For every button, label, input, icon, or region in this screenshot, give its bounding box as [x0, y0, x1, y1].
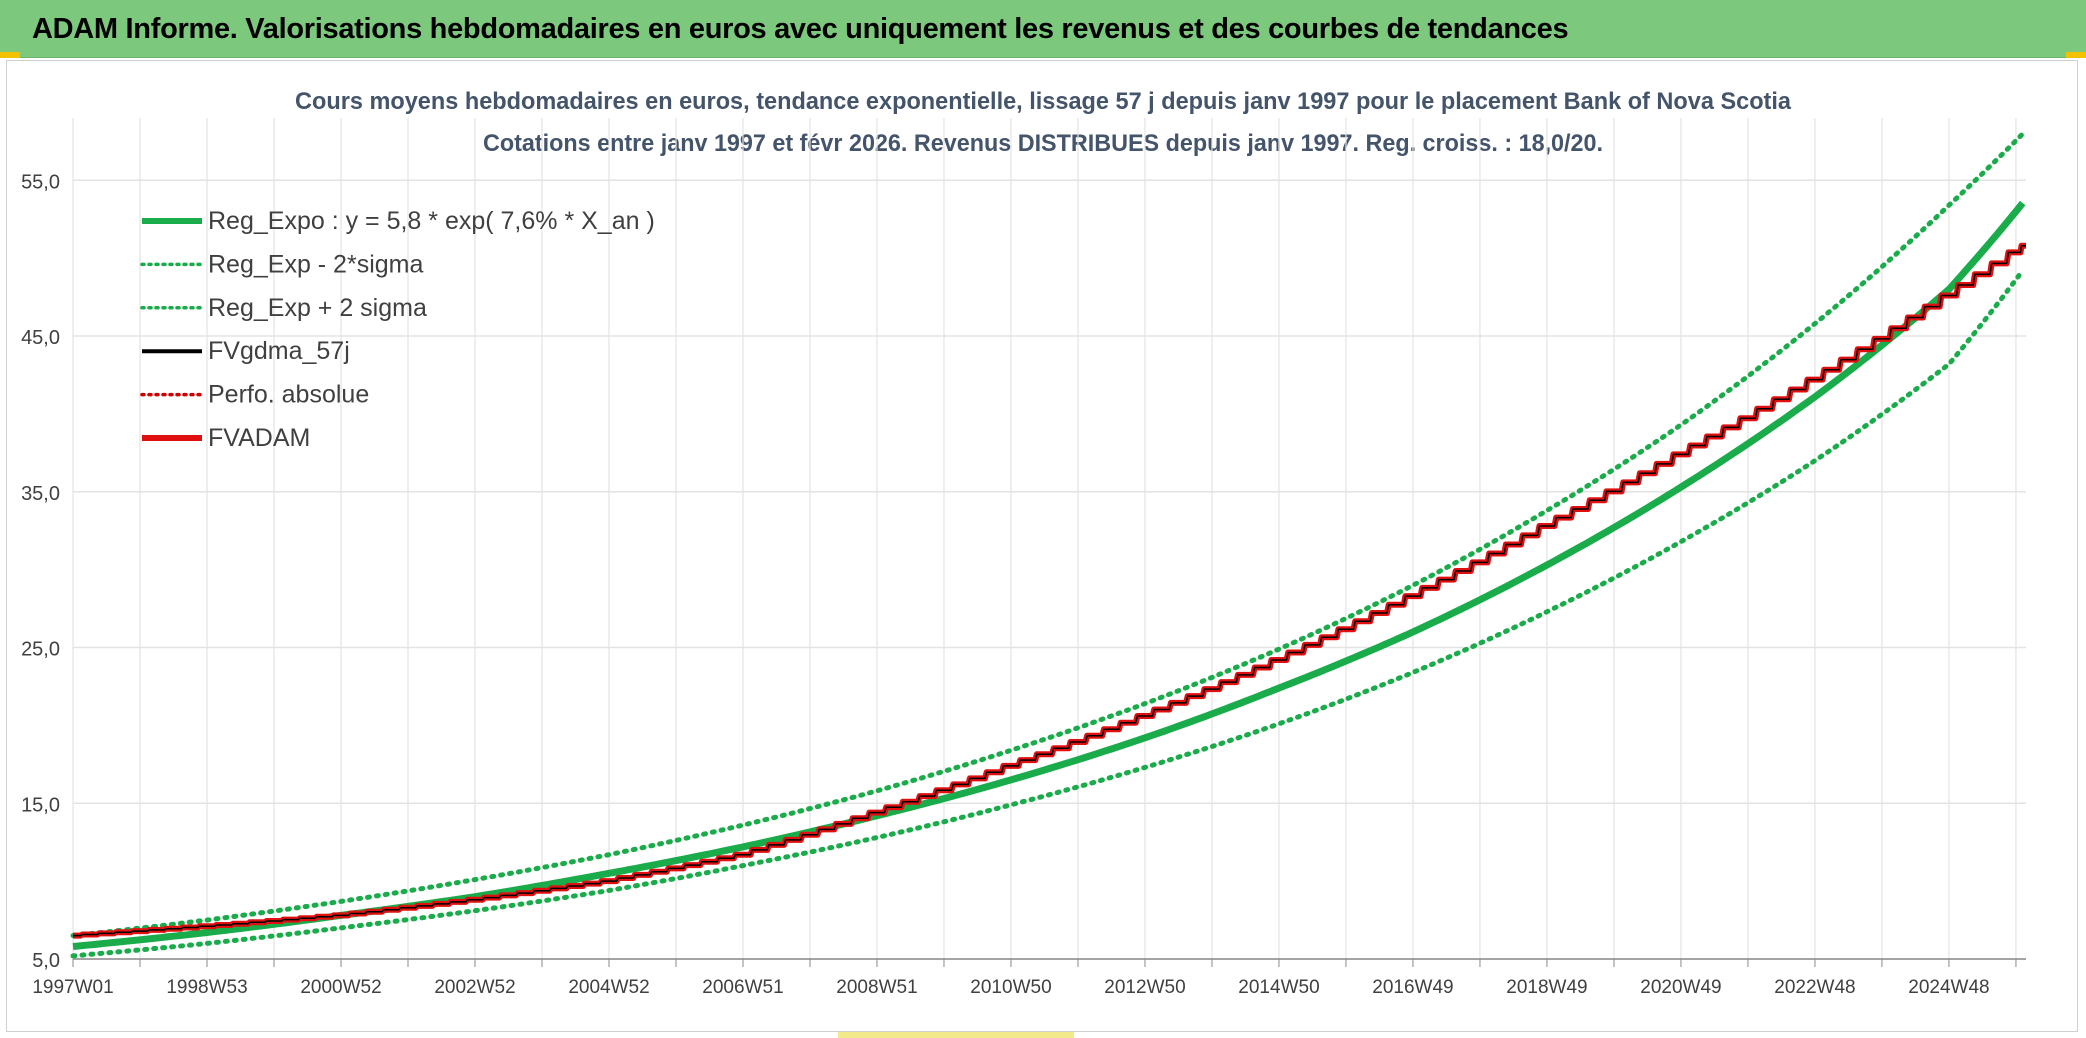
x-tick-label: 1998W53 — [166, 977, 247, 998]
x-tick-label: 2014W50 — [1238, 977, 1319, 998]
series-fvadam — [73, 242, 2026, 939]
chart-frame — [6, 60, 2078, 1032]
axes: 5,0 15,0 25,0 35,0 45,0 55,0 1997W01 1998W53 200… — [21, 171, 2026, 998]
legend-label-reg_plus: Reg_Exp + 2 sigma — [208, 294, 427, 322]
chart-title: Cours moyens hebdomadaires en euros, ten… — [295, 88, 1792, 115]
x-tick-label: 2002W52 — [434, 977, 515, 998]
x-tick-label: 2022W48 — [1774, 977, 1855, 998]
x-tick-label: 2020W49 — [1640, 977, 1721, 998]
corner-accent-right — [2066, 52, 2086, 58]
x-tick-label: 2010W50 — [970, 977, 1051, 998]
x-tick-label: 1997W01 — [32, 977, 113, 998]
legend-label-fvgdma: FVgdma_57j — [208, 337, 350, 365]
y-tick-label: 45,0 — [21, 327, 60, 349]
y-tick-label: 35,0 — [21, 483, 60, 505]
legend-label-fvadam: FVADAM — [208, 424, 310, 452]
y-tick-label: 5,0 — [32, 950, 60, 972]
x-tick-label: 2024W48 — [1908, 977, 1989, 998]
x-tick-label: 2008W51 — [836, 977, 917, 998]
x-tick-label: 2012W50 — [1104, 977, 1185, 998]
bottom-accent — [838, 1032, 1074, 1038]
legend-label-perfo: Perfo. absolue — [208, 381, 369, 409]
y-tick-label: 55,0 — [21, 171, 60, 193]
series-group — [70, 131, 2026, 959]
legend-label-reg_minus: Reg_Exp - 2*sigma — [208, 250, 423, 278]
x-tick-label: 2006W51 — [702, 977, 783, 998]
corner-accent-left — [0, 52, 20, 58]
series-fvgdma-57j — [73, 244, 2026, 937]
header-bar: ADAM Informe. Valorisations hebdomadaire… — [0, 0, 2086, 58]
page-title: ADAM Informe. Valorisations hebdomadaire… — [32, 13, 1569, 45]
legend: Reg_Expo : y = 5,8 * exp( 7,6% * X_an ) R… — [140, 207, 655, 452]
x-tick-label: 2004W52 — [568, 977, 649, 998]
y-tick-label: 15,0 — [21, 794, 60, 816]
series-reg-plus-2sigma — [70, 131, 2026, 939]
y-tick-label: 25,0 — [21, 639, 60, 661]
series-reg-minus-2sigma — [70, 268, 2026, 959]
x-tick-label: 2018W49 — [1506, 977, 1587, 998]
x-tick-label: 2000W52 — [300, 977, 381, 998]
grid — [72, 118, 2026, 960]
x-tick-label: 2016W49 — [1372, 977, 1453, 998]
chart-subtitle: Cotations entre janv 1997 et févr 2026. … — [483, 130, 1603, 157]
legend-label-reg_expo: Reg_Expo : y = 5,8 * exp( 7,6% * X_an ) — [208, 207, 655, 235]
